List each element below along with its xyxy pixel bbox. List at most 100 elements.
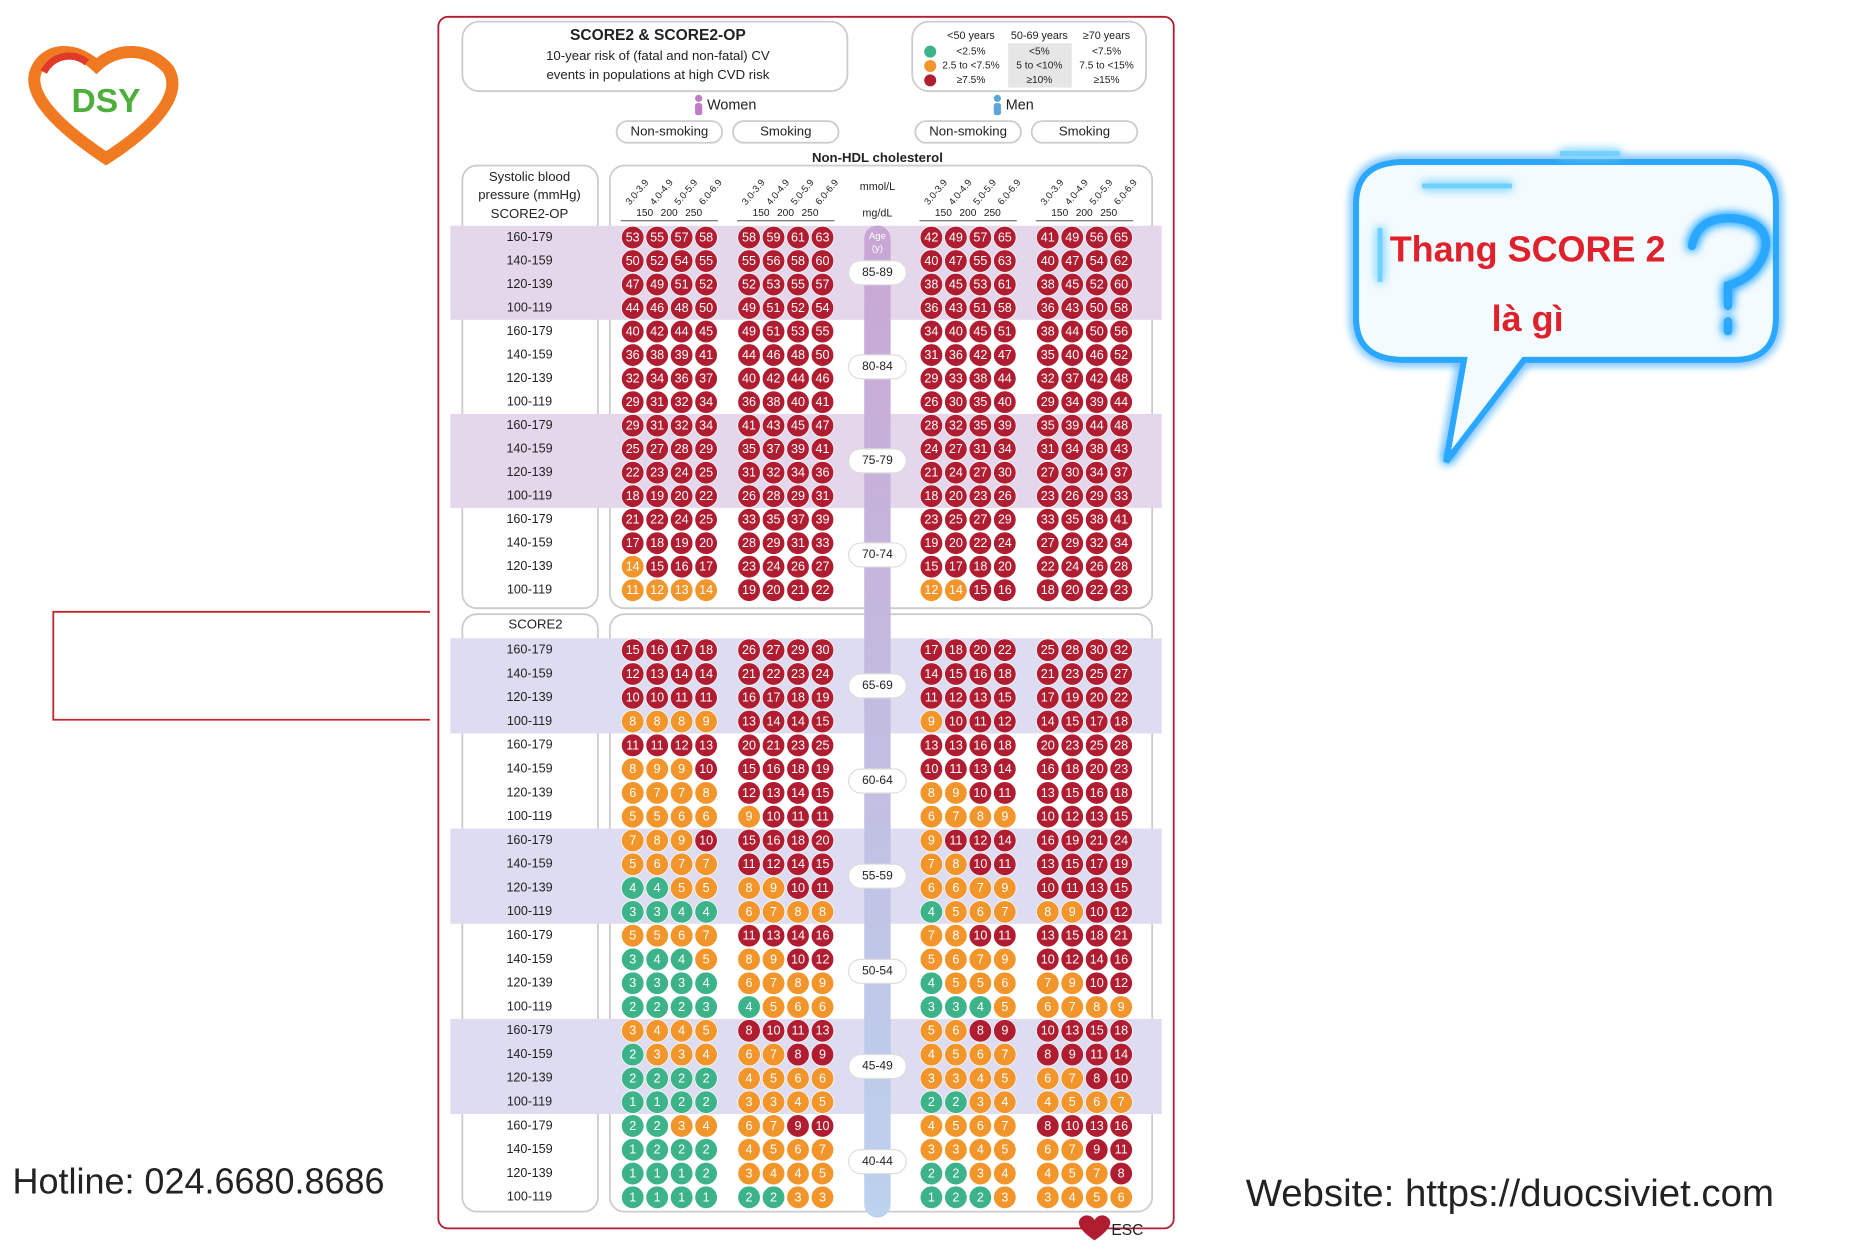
risk-cell — [810, 924, 835, 948]
risk-value: 62 — [1114, 254, 1128, 268]
risk-value: 21 — [1041, 667, 1055, 681]
risk-value: 55 — [791, 277, 805, 291]
risk-value: 10 — [791, 881, 805, 895]
risk-cell — [919, 508, 944, 532]
age-label: 55-59 — [862, 868, 893, 882]
risk-cell — [786, 461, 810, 485]
risk-cell — [993, 638, 1017, 662]
risk-value: 27 — [815, 560, 829, 574]
risk-value: 37 — [1114, 466, 1128, 480]
risk-value: 11 — [998, 857, 1011, 871]
risk-cell — [761, 805, 786, 829]
risk-cell — [670, 1161, 694, 1186]
risk-cell — [1060, 555, 1084, 579]
risk-cell — [1060, 461, 1084, 485]
risk-cell — [670, 437, 694, 461]
svg-text:+: + — [72, 49, 80, 65]
risk-cell — [621, 1066, 645, 1091]
risk-cell — [1036, 390, 1060, 414]
risk-value: 4 — [928, 1119, 935, 1133]
risk-value: 13 — [675, 583, 689, 597]
risk-cell — [1109, 876, 1133, 900]
risk-cell — [761, 947, 786, 972]
risk-value: 3 — [952, 1000, 959, 1014]
risk-value: 58 — [1114, 301, 1128, 315]
risk-value: 3 — [703, 1000, 710, 1014]
legend-heading: 50-69 years — [1011, 30, 1068, 42]
risk-value: 40 — [949, 325, 963, 339]
risk-cell — [1109, 1042, 1133, 1067]
risk-cell — [993, 578, 1017, 602]
risk-cell — [670, 1138, 694, 1162]
risk-value: 55 — [815, 325, 829, 339]
risk-cell — [786, 296, 810, 320]
risk-value: 15 — [1065, 857, 1079, 871]
risk-value: 32 — [767, 466, 781, 480]
risk-cell — [993, 781, 1017, 805]
risk-cell — [1060, 638, 1084, 662]
risk-value: 35 — [973, 419, 987, 433]
risk-cell — [737, 900, 761, 924]
risk-value: 21 — [1090, 833, 1104, 847]
risk-cell — [645, 876, 669, 900]
risk-cell — [993, 319, 1017, 344]
risk-cell — [810, 413, 835, 438]
risk-value: 15 — [924, 560, 938, 574]
risk-value: 11 — [974, 714, 987, 728]
risk-cell — [694, 757, 718, 781]
risk-value: 11 — [626, 738, 639, 752]
risk-value: 52 — [650, 254, 664, 268]
legend-label: <7.5% — [1092, 46, 1121, 57]
risk-value: 57 — [675, 230, 689, 244]
risk-value: 7 — [770, 1119, 777, 1133]
risk-cell — [694, 413, 718, 438]
risk-cell — [1036, 662, 1060, 686]
risk-cell — [1060, 1185, 1084, 1209]
risk-cell — [670, 662, 694, 686]
sex-label: Women — [707, 97, 756, 113]
risk-value: 17 — [675, 643, 689, 657]
bp-label: 140-159 — [506, 857, 552, 871]
risk-cell — [761, 1042, 786, 1067]
risk-value: 8 — [654, 833, 661, 847]
risk-cell — [810, 947, 835, 972]
risk-value: 47 — [1065, 254, 1079, 268]
risk-cell — [810, 638, 835, 662]
risk-cell — [670, 828, 694, 853]
risk-value: 18 — [998, 667, 1012, 681]
risk-value: 20 — [815, 833, 829, 847]
risk-value: 9 — [1069, 905, 1076, 919]
risk-cell — [944, 686, 968, 710]
risk-cell — [1060, 343, 1084, 367]
risk-cell — [621, 366, 645, 391]
risk-cell — [1060, 852, 1084, 876]
risk-value: 15 — [742, 833, 756, 847]
risk-cell — [621, 971, 645, 995]
risk-cell — [670, 733, 694, 757]
risk-value: 2 — [654, 1071, 661, 1085]
risk-cell — [944, 971, 968, 995]
bp-label: 100-119 — [507, 1190, 552, 1204]
risk-cell — [761, 971, 786, 995]
risk-cell — [786, 1185, 810, 1209]
risk-cell — [786, 437, 810, 461]
risk-cell — [944, 366, 968, 391]
risk-value: 53 — [973, 277, 987, 291]
risk-value: 39 — [675, 348, 689, 362]
risk-value: 22 — [973, 536, 987, 550]
risk-value: 37 — [699, 372, 713, 386]
risk-cell — [694, 1138, 718, 1162]
risk-value: 15 — [815, 714, 829, 728]
risk-cell — [1060, 437, 1084, 461]
risk-cell — [1085, 1066, 1109, 1091]
group-pill — [615, 120, 724, 144]
risk-cell — [810, 1138, 835, 1162]
risk-cell — [810, 1161, 835, 1186]
risk-cell — [993, 484, 1017, 508]
risk-value: 3 — [746, 1166, 753, 1180]
risk-cell — [968, 1114, 992, 1138]
risk-cell — [810, 995, 835, 1019]
risk-cell — [968, 508, 992, 532]
bp-label: 120-139 — [506, 1166, 552, 1180]
risk-cell — [1060, 995, 1084, 1019]
